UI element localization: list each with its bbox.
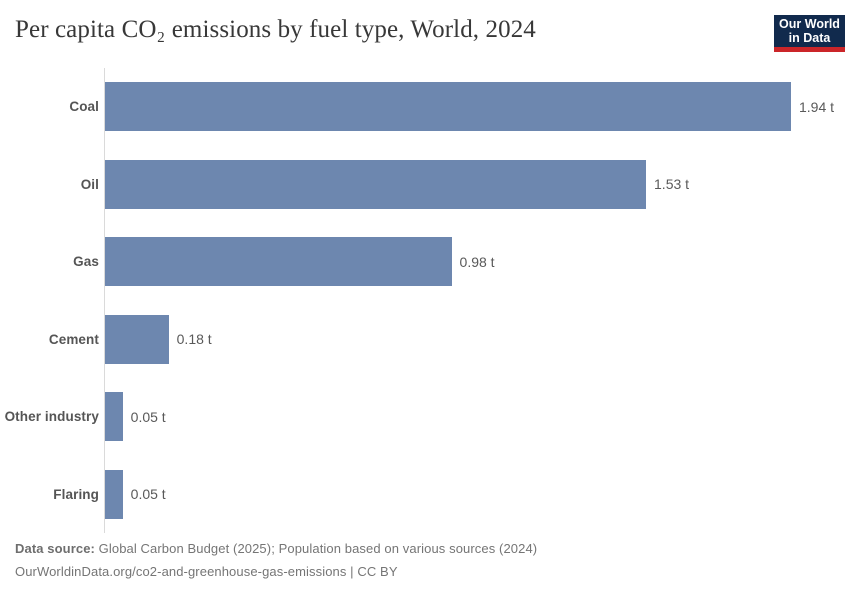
bar-chart: Coal 1.94 t Oil 1.53 t Gas 0.98 t Cement 0.18 t… bbox=[0, 68, 850, 533]
owid-logo-line1: Our World bbox=[779, 16, 840, 31]
value-label: 1.53 t bbox=[654, 176, 690, 193]
chart-title: Per capita CO₂ emissions by fuel type, W… bbox=[15, 16, 536, 43]
bar-oil[interactable] bbox=[105, 159, 647, 209]
bar-row: Oil 1.53 t bbox=[0, 146, 850, 224]
owid-logo-line2: in Data bbox=[788, 31, 831, 45]
bar-rows: Coal 1.94 t Oil 1.53 t Gas 0.98 t Cement 0.18 t… bbox=[0, 68, 850, 533]
bar-other-industry[interactable] bbox=[105, 392, 123, 442]
chart-footer: Data source: Global Carbon Budget (2025)… bbox=[15, 538, 835, 583]
category-label: Oil bbox=[80, 176, 99, 192]
bar-row: Cement 0.18 t bbox=[0, 301, 850, 379]
value-label: 0.05 t bbox=[130, 408, 166, 425]
category-label: Other industry bbox=[4, 409, 99, 425]
bar-gas[interactable] bbox=[105, 237, 452, 287]
category-label: Gas bbox=[73, 254, 99, 270]
data-source-label: Data source: bbox=[15, 541, 95, 556]
owid-logo[interactable]: Our World in Data bbox=[774, 15, 845, 52]
bar-cement[interactable] bbox=[105, 314, 169, 364]
bar-flaring[interactable] bbox=[105, 469, 123, 519]
y-axis-line bbox=[104, 68, 105, 533]
bar-row: Flaring 0.05 t bbox=[0, 456, 850, 534]
license-line[interactable]: OurWorldinData.org/co2-and-greenhouse-ga… bbox=[15, 563, 398, 579]
value-label: 0.98 t bbox=[459, 253, 495, 270]
bar-row: Other industry 0.05 t bbox=[0, 378, 850, 456]
data-source-text: Global Carbon Budget (2025); Population … bbox=[94, 541, 538, 556]
data-source-line: Data source: Global Carbon Budget (2025)… bbox=[15, 538, 835, 561]
chart-header: Per capita CO₂ emissions by fuel type, W… bbox=[0, 0, 850, 68]
category-label: Flaring bbox=[53, 486, 99, 502]
value-label: 0.05 t bbox=[130, 486, 166, 503]
value-label: 1.94 t bbox=[799, 98, 835, 115]
category-label: Coal bbox=[69, 99, 99, 115]
bar-row: Coal 1.94 t bbox=[0, 68, 850, 146]
bar-coal[interactable] bbox=[105, 82, 791, 132]
bar-row: Gas 0.98 t bbox=[0, 223, 850, 301]
category-label: Cement bbox=[48, 331, 99, 347]
value-label: 0.18 t bbox=[176, 331, 212, 348]
